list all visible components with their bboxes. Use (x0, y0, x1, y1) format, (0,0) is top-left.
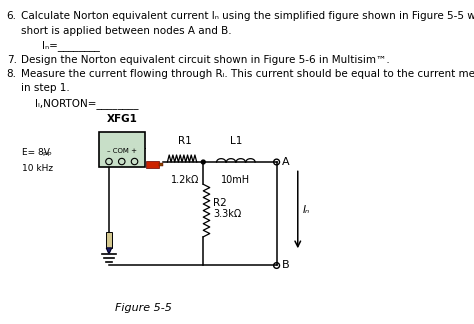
Text: Iₙ=________: Iₙ=________ (42, 40, 100, 52)
Text: 10 kHz: 10 kHz (22, 164, 54, 173)
Text: Calculate Norton equivalent current Iₙ using the simplified figure shown in Figu: Calculate Norton equivalent current Iₙ u… (21, 11, 474, 21)
Text: A: A (282, 157, 289, 167)
Text: – COM +: – COM + (107, 148, 137, 154)
Text: R2: R2 (213, 198, 227, 208)
Text: 10mH: 10mH (221, 175, 250, 185)
Bar (106, 232, 111, 248)
Text: 3.3kΩ: 3.3kΩ (213, 209, 241, 219)
Text: XFG1: XFG1 (106, 114, 137, 124)
Text: R1: R1 (178, 136, 192, 146)
Text: 8.: 8. (7, 69, 17, 78)
Text: Figure 5-5: Figure 5-5 (115, 303, 172, 313)
Circle shape (201, 160, 205, 164)
Polygon shape (106, 248, 111, 254)
Text: Measure the current flowing through Rₗ. This current should be equal to the curr: Measure the current flowing through Rₗ. … (21, 69, 474, 78)
Text: 6.: 6. (7, 11, 17, 21)
Text: L1: L1 (230, 136, 242, 146)
Text: 7.: 7. (7, 54, 17, 64)
Text: 1.2kΩ: 1.2kΩ (171, 175, 200, 185)
Text: short is applied between nodes A and B.: short is applied between nodes A and B. (21, 26, 231, 36)
Text: B: B (282, 260, 289, 271)
Text: Iₙ: Iₙ (303, 205, 310, 215)
Text: in step 1.: in step 1. (21, 83, 70, 93)
Text: Design the Norton equivalent circuit shown in Figure 5-6 in Multisim™.: Design the Norton equivalent circuit sho… (21, 54, 390, 64)
Text: Iₗ,NORTON=________: Iₗ,NORTON=________ (36, 98, 139, 109)
Text: E= 8V: E= 8V (22, 148, 50, 157)
Bar (99, 132, 145, 167)
Bar (146, 161, 159, 168)
Bar (159, 163, 163, 166)
Text: P-P: P-P (43, 152, 52, 156)
